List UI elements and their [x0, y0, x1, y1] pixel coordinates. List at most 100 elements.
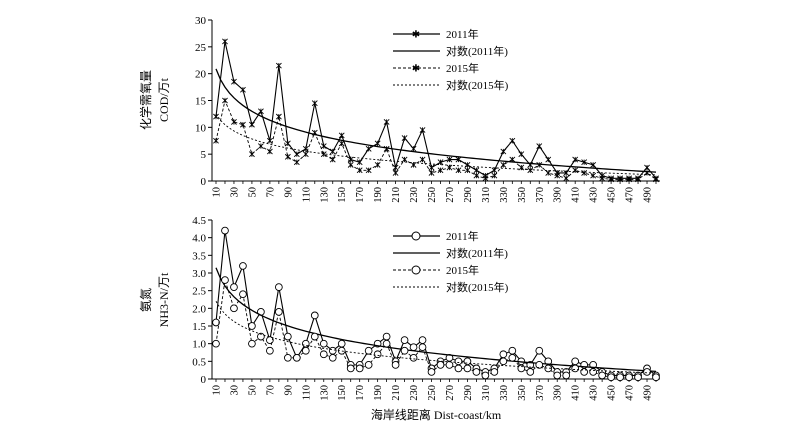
nh3-series-2-point	[292, 353, 301, 362]
cod-series-2-point	[257, 143, 264, 150]
cod-series-2-point	[231, 119, 237, 125]
cod-series-0-point	[644, 164, 650, 171]
nh3-series-0-point	[230, 283, 238, 291]
cod-series-2-point	[473, 172, 480, 179]
nh3-series-0-point	[535, 346, 544, 355]
cod-legend-label-2011: 2011年	[446, 27, 479, 41]
cod-series-2-point	[599, 175, 606, 182]
nh3-series-2-point	[275, 308, 283, 316]
cod-x-tick-label: 350	[517, 187, 528, 203]
nh3-y-tick-label: 1.5	[192, 321, 206, 333]
cod-series-2-point	[563, 175, 570, 182]
cod-series-0-point	[455, 156, 462, 163]
nh3-series-2-point	[508, 353, 517, 362]
nh3-series-0-point	[239, 262, 247, 270]
nh3-series-2-point	[301, 346, 310, 355]
cod-x-tick-label: 470	[625, 187, 636, 203]
cod-series-0-line	[215, 41, 657, 179]
cod-series-0-point	[536, 143, 543, 150]
nh3-series-0-point	[275, 283, 283, 291]
cod-series-0-point	[383, 119, 390, 125]
nh3-y-tick-label: 2.5	[192, 286, 206, 298]
nh3-x-tick-label: 150	[337, 385, 348, 401]
cod-series-0-point	[365, 145, 372, 152]
nh3-series-2-point	[221, 276, 229, 284]
cod-series-0-point	[518, 151, 525, 158]
nh3-series-2-point	[391, 361, 400, 369]
nh3-series-2-point	[535, 361, 544, 369]
nh3-x-tick-label: 70	[265, 385, 276, 396]
cod-series-0-point	[231, 78, 237, 85]
nh3-series-0-point	[337, 339, 346, 348]
nh3-series-2-point	[212, 339, 220, 348]
cod-x-tick-label: 130	[319, 187, 330, 203]
cod-series-2-point	[410, 161, 417, 168]
cod-series-0-point	[356, 159, 363, 166]
cod-x-tick-label: 10	[212, 187, 223, 198]
nh3-y-tick-label: 4.5	[192, 215, 206, 227]
cod-y-tick-label: 30	[195, 15, 207, 27]
nh3-series-0-point	[310, 311, 319, 320]
nh3-x-tick-label: 90	[283, 385, 294, 396]
nh3-series-2-point	[257, 332, 265, 341]
cod-series-2-point	[383, 145, 390, 152]
nh3-legend-marker-2011	[411, 231, 421, 241]
cod-series-0-point	[500, 148, 507, 155]
nh3-series-0-point	[328, 346, 337, 355]
cod-series-2-point	[635, 176, 641, 183]
cod-plot-area: 0 5 10 15 20 25 30 10 30 50 70 90 110 130 150 170 190 210…	[195, 15, 660, 203]
cod-series-0-point	[329, 148, 336, 155]
nh3-series-0-point	[454, 357, 463, 366]
nh3-series-2-point	[382, 339, 391, 348]
cod-x-tick-label: 110	[301, 187, 312, 202]
cod-x-tick-label: 50	[247, 187, 258, 198]
cod-series-2-point	[374, 161, 381, 168]
nh3-x-tick-label: 470	[625, 385, 636, 401]
nh3-xlabel: 海岸线距离 Dist-coast/km	[371, 407, 502, 422]
cod-legend-marker-2011: ✱	[412, 30, 420, 41]
nh3-series-2-point	[319, 350, 328, 359]
nh3-x-tick-label: 310	[481, 385, 492, 401]
nh3-y-tick-label: 4.0	[192, 233, 206, 245]
nh3-series-0-point	[283, 332, 292, 341]
nh3-series-0-point	[212, 318, 220, 327]
cod-legend-label-2015: 2015年	[446, 61, 479, 75]
cod-series-2-point	[293, 159, 300, 166]
cod-series-0-point	[572, 156, 579, 163]
nh3-series-0-point	[409, 343, 418, 352]
nh3-y-tick-label: 3.5	[192, 250, 206, 262]
nh3-series-2-point	[355, 364, 364, 373]
cod-series-2-point	[446, 164, 453, 171]
nh3-series-0-point	[499, 350, 508, 359]
nh3-series-2-point	[400, 346, 409, 355]
cod-x-tick-label: 290	[463, 187, 474, 203]
nh3-series-2-point	[328, 353, 337, 362]
cod-series-2-point	[509, 156, 516, 163]
nh3-y-tick-label: 0.5	[192, 356, 206, 368]
cod-x-tick-label: 370	[535, 187, 546, 203]
cod-chart: 0 5 10 15 20 25 30 10 30 50 70 90 110 130 150 170 190 210…	[138, 15, 660, 203]
nh3-series-2-point	[463, 364, 472, 373]
cod-series-0-point	[392, 164, 399, 171]
cod-y-tick-label: 25	[195, 42, 207, 54]
cod-series-0-point	[401, 135, 408, 141]
cod-legend-label-fit2015: 对数(2015年)	[446, 78, 509, 92]
cod-series-0-point	[320, 143, 327, 150]
nh3-x-tick-label: 450	[607, 385, 618, 401]
cod-series-2-point	[455, 167, 462, 174]
nh3-series-2-point	[499, 357, 508, 366]
nh3-series-2-point	[589, 368, 597, 376]
nh3-x-tick-label: 390	[553, 385, 564, 401]
nh3-x-tick-label: 130	[319, 385, 330, 401]
cod-x-tick-label: 210	[391, 187, 402, 203]
nh3-series-2-point	[436, 361, 445, 369]
nh3-series-2-point	[481, 371, 490, 380]
cod-ylabel-unit: COD/万t	[157, 77, 171, 122]
nh3-x-tick-label: 50	[247, 385, 258, 396]
cod-series-2-point	[275, 113, 282, 120]
nh3-x-tick-label: 210	[391, 385, 402, 401]
cod-series-2-point	[249, 151, 255, 158]
cod-series-0-point	[284, 140, 291, 147]
cod-series-2-point	[437, 167, 444, 174]
cod-legend-label-fit2011: 对数(2011年)	[446, 44, 508, 58]
